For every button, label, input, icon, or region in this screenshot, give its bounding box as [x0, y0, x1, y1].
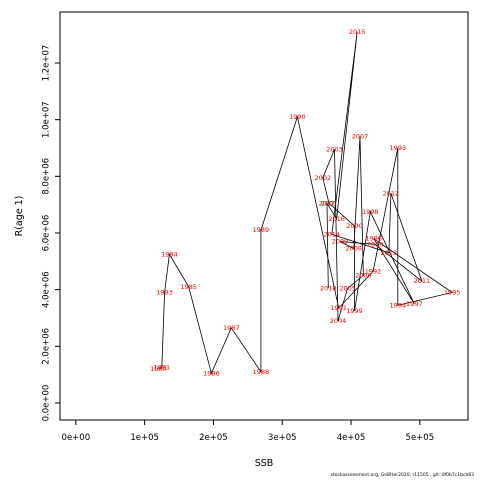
point-label-2011: 2011 [414, 277, 431, 285]
point-label-1997: 1997 [406, 300, 423, 308]
point-label-2007: 2007 [352, 133, 369, 141]
point-label-1994: 1994 [390, 301, 407, 309]
point-label-1993: 1993 [390, 144, 407, 152]
x-tick-label: 0e+00 [62, 433, 91, 443]
point-label-2003: 2003 [326, 145, 343, 153]
trajectory-lines [158, 31, 454, 375]
point-label-2000: 2000 [346, 222, 363, 230]
point-label-2008: 2008 [346, 245, 363, 253]
y-tick-label: 4.0e+06 [42, 271, 52, 308]
point-label-2001: 2001 [321, 199, 338, 207]
point-label-1990: 1990 [289, 113, 306, 121]
point-label-1981: 1981 [154, 364, 171, 372]
plot-frame [59, 11, 469, 421]
point-label-1989: 1989 [253, 226, 270, 234]
point-label-1991: 1991 [330, 304, 347, 312]
point-label-1985: 1985 [180, 283, 197, 291]
y-tick-label: 1.0e+07 [42, 101, 52, 138]
point-label-2010: 2010 [367, 240, 384, 248]
y-tick-label: 0.0e+00 [42, 385, 52, 422]
x-axis-title: SSB [255, 458, 274, 469]
point-label-2004: 2004 [330, 317, 347, 325]
axes: 0e+00 1e+05 2e+05 3e+05 4e+05 5e+05 0.0e+00 2.0… [42, 45, 435, 443]
point-label-2012: 2012 [383, 189, 400, 197]
point-label-1999: 1999 [346, 307, 363, 315]
point-label-2018: 2018 [320, 284, 337, 292]
y-tick-label: 8.0e+06 [42, 158, 52, 195]
point-label-1984: 1984 [161, 250, 178, 258]
point-label-2017: 2017 [319, 199, 336, 207]
point-label-2014: 2014 [323, 230, 340, 238]
point-label-2006: 2006 [355, 272, 372, 280]
footer-credit: stockassessment.org, GoBHer2020, r11505 … [330, 473, 474, 478]
point-label-2015: 2015 [349, 28, 366, 36]
x-tick-label: 2e+05 [199, 433, 228, 443]
point-label-2013: 2013 [381, 249, 398, 257]
point-label-2005: 2005 [339, 284, 356, 292]
point-label-1996: 1996 [365, 235, 382, 243]
y-axis-title: R(age 1) [14, 196, 25, 237]
x-tick-label: 3e+05 [268, 433, 297, 443]
point-label-1980: 1980 [150, 365, 167, 373]
x-tick-label: 4e+05 [337, 433, 366, 443]
point-label-1995: 1995 [444, 289, 461, 297]
y-tick-label: 2.0e+06 [42, 328, 52, 365]
point-label-1992: 1992 [365, 267, 382, 275]
point-label-2002: 2002 [315, 174, 332, 182]
point-label-2009: 2009 [332, 238, 349, 246]
point-label-2016: 2016 [328, 215, 345, 223]
y-tick-label: 1.2e+07 [42, 45, 52, 82]
point-label-1988: 1988 [253, 368, 270, 376]
point-label-1983: 1983 [156, 289, 173, 297]
x-tick-label: 1e+05 [130, 433, 159, 443]
x-tick-label: 5e+05 [406, 433, 435, 443]
point-label-1986: 1986 [203, 369, 220, 377]
series-line [158, 31, 454, 375]
point-label-1987: 1987 [223, 324, 240, 332]
y-tick-label: 6.0e+06 [42, 215, 52, 252]
point-label-1998: 1998 [362, 208, 379, 216]
